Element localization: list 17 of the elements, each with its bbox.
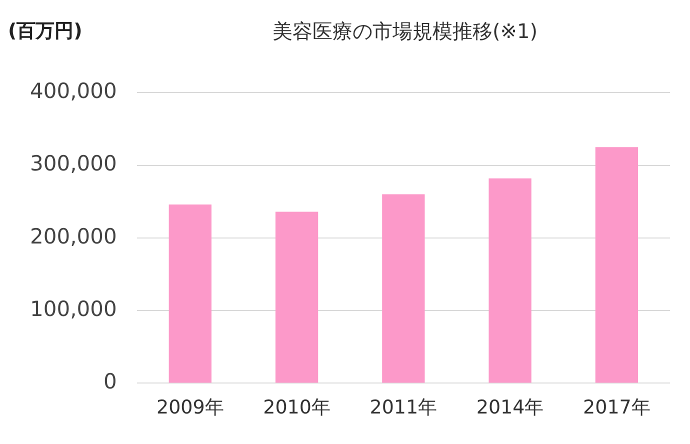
y-tick-label: 100,000 — [30, 297, 117, 322]
y-tick-label: 200,000 — [30, 224, 117, 248]
bar — [488, 178, 532, 383]
x-tick-label: 2009年 — [156, 396, 224, 419]
y-tick-label: 0 — [103, 370, 117, 394]
x-tick-label: 2017年 — [583, 396, 650, 419]
bar — [595, 147, 638, 383]
x-tick-label: 2011年 — [370, 396, 438, 419]
y-tick-label: 400,000 — [30, 79, 117, 104]
y-axis-title: (百万円) — [8, 19, 82, 44]
bar — [382, 194, 425, 383]
chart-title: 美容医療の市場規模推移(※1) — [271, 18, 539, 45]
bar — [275, 212, 318, 383]
x-tick-label: 2010年 — [263, 396, 330, 419]
y-tick-label: 300,000 — [30, 152, 117, 176]
x-tick-label: 2014年 — [476, 396, 544, 419]
bar — [168, 204, 212, 383]
